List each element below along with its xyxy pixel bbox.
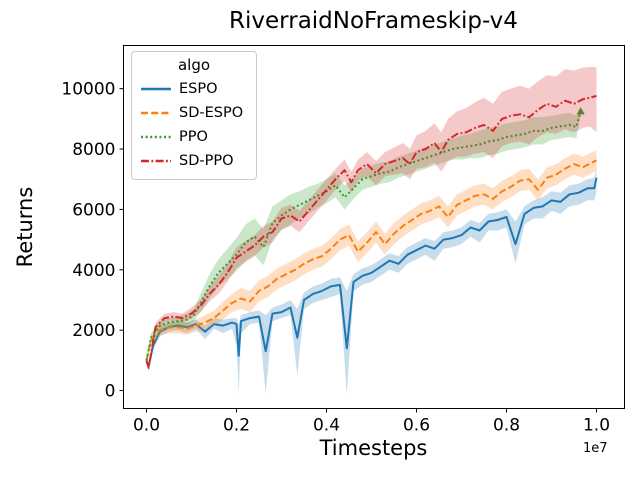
legend-label-sd-ppo: SD-PPO	[179, 153, 234, 169]
x-tick-label: 1.0	[583, 416, 610, 436]
x-tick-label: 0.4	[313, 416, 340, 436]
legend-box: algo ESPO SD-ESPO PPO SD-PPO	[131, 51, 257, 180]
legend-label-sd-espo: SD-ESPO	[179, 105, 244, 121]
legend-item-espo: ESPO	[140, 77, 248, 101]
x-axis-offset-text: 1e7	[583, 441, 608, 456]
legend-line-sample-sd-ppo	[141, 159, 171, 163]
series-line-espo	[145, 177, 598, 367]
legend-item-ppo: PPO	[140, 125, 248, 149]
series-line-sd-ppo	[145, 94, 597, 369]
legend-label-ppo: PPO	[179, 129, 208, 145]
legend-line-sample-espo	[141, 87, 171, 91]
legend-line-sample-ppo	[141, 135, 171, 139]
legend-label-espo: ESPO	[179, 81, 218, 97]
x-axis-label: Timesteps	[319, 436, 428, 460]
x-tick-label: 0.0	[133, 416, 160, 436]
series-line-ppo	[145, 110, 582, 361]
x-tick-label: 0.8	[493, 416, 520, 436]
y-tick-label: 8000	[72, 140, 115, 160]
y-tick-label: 2000	[72, 321, 115, 341]
ppo-end-marker-icon	[576, 107, 585, 115]
series-line-sd-espo	[145, 159, 597, 361]
x-tick-label: 0.2	[223, 416, 250, 436]
legend-item-sd-espo: SD-ESPO	[140, 101, 248, 125]
legend-line-sample-sd-espo	[141, 111, 171, 115]
x-tick-label: 0.6	[403, 416, 430, 436]
axes-frame	[123, 45, 625, 409]
legend-title: algo	[177, 56, 211, 74]
band-espo	[146, 167, 597, 396]
band-ppo	[146, 105, 581, 364]
y-tick-label: 0	[105, 382, 116, 402]
y-tick-label: 6000	[72, 200, 115, 220]
band-sd-ppo	[146, 66, 597, 371]
chart-title: RiverraidNoFrameskip-v4	[229, 8, 518, 34]
y-tick-label: 10000	[61, 80, 115, 100]
legend-item-sd-ppo: SD-PPO	[140, 149, 248, 173]
y-tick-label: 4000	[72, 261, 115, 281]
band-sd-espo	[146, 150, 597, 364]
legend-items: ESPO SD-ESPO PPO SD-PPO	[140, 77, 248, 173]
